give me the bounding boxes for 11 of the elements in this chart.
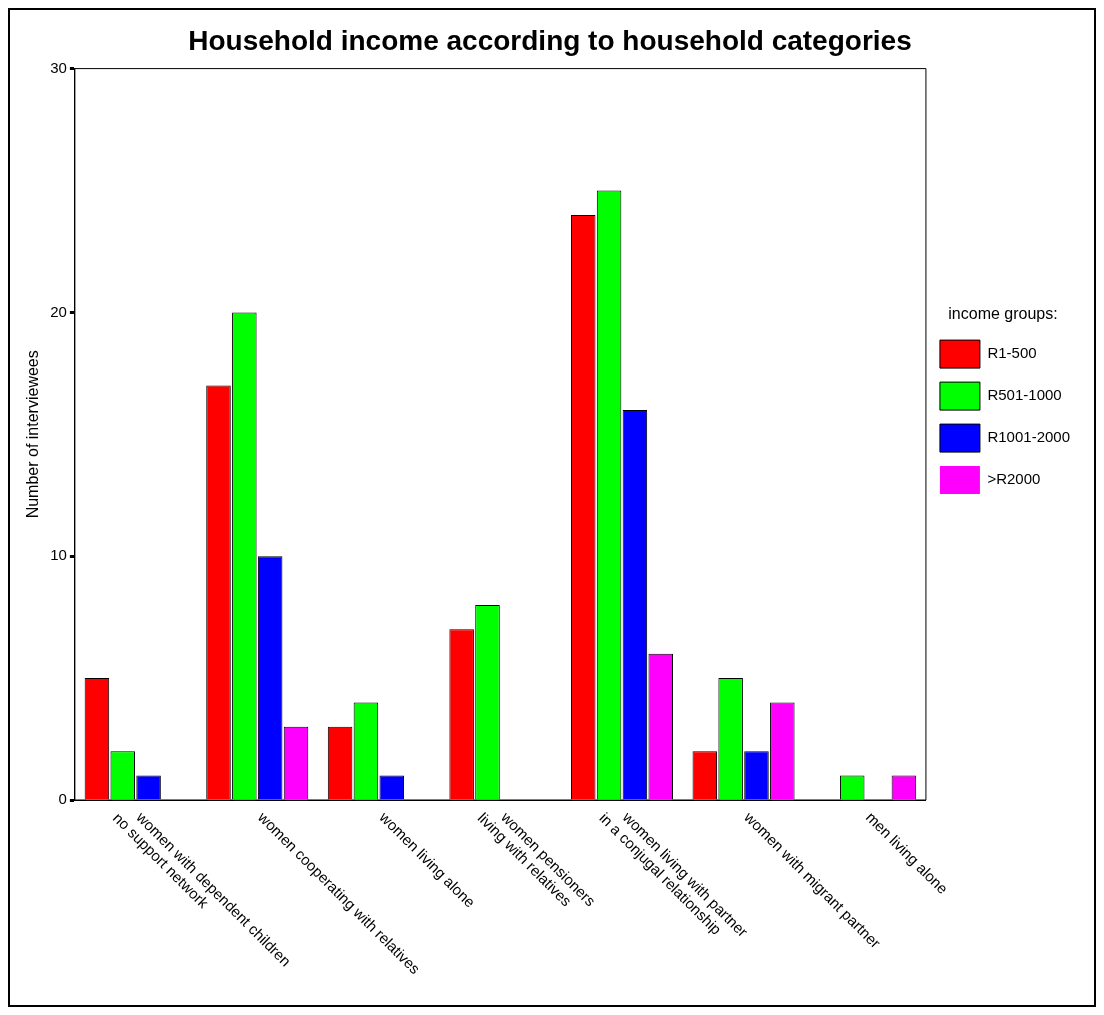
legend-title: income groups: bbox=[948, 305, 1058, 323]
y-tick-label: 20 bbox=[50, 302, 67, 320]
chart-title: Household income according to household categories bbox=[188, 24, 912, 56]
legend-label: R1001-2000 bbox=[987, 428, 1071, 446]
y-tick-label: 30 bbox=[50, 58, 67, 76]
y-tick-label: 0 bbox=[58, 790, 67, 808]
legend-label: R1-500 bbox=[987, 344, 1037, 362]
y-tick-label: 10 bbox=[50, 546, 67, 564]
legend-label: >R2000 bbox=[987, 470, 1041, 488]
legend-label: R501-1000 bbox=[987, 386, 1062, 404]
y-axis-title: Number of interviewees bbox=[24, 350, 42, 519]
